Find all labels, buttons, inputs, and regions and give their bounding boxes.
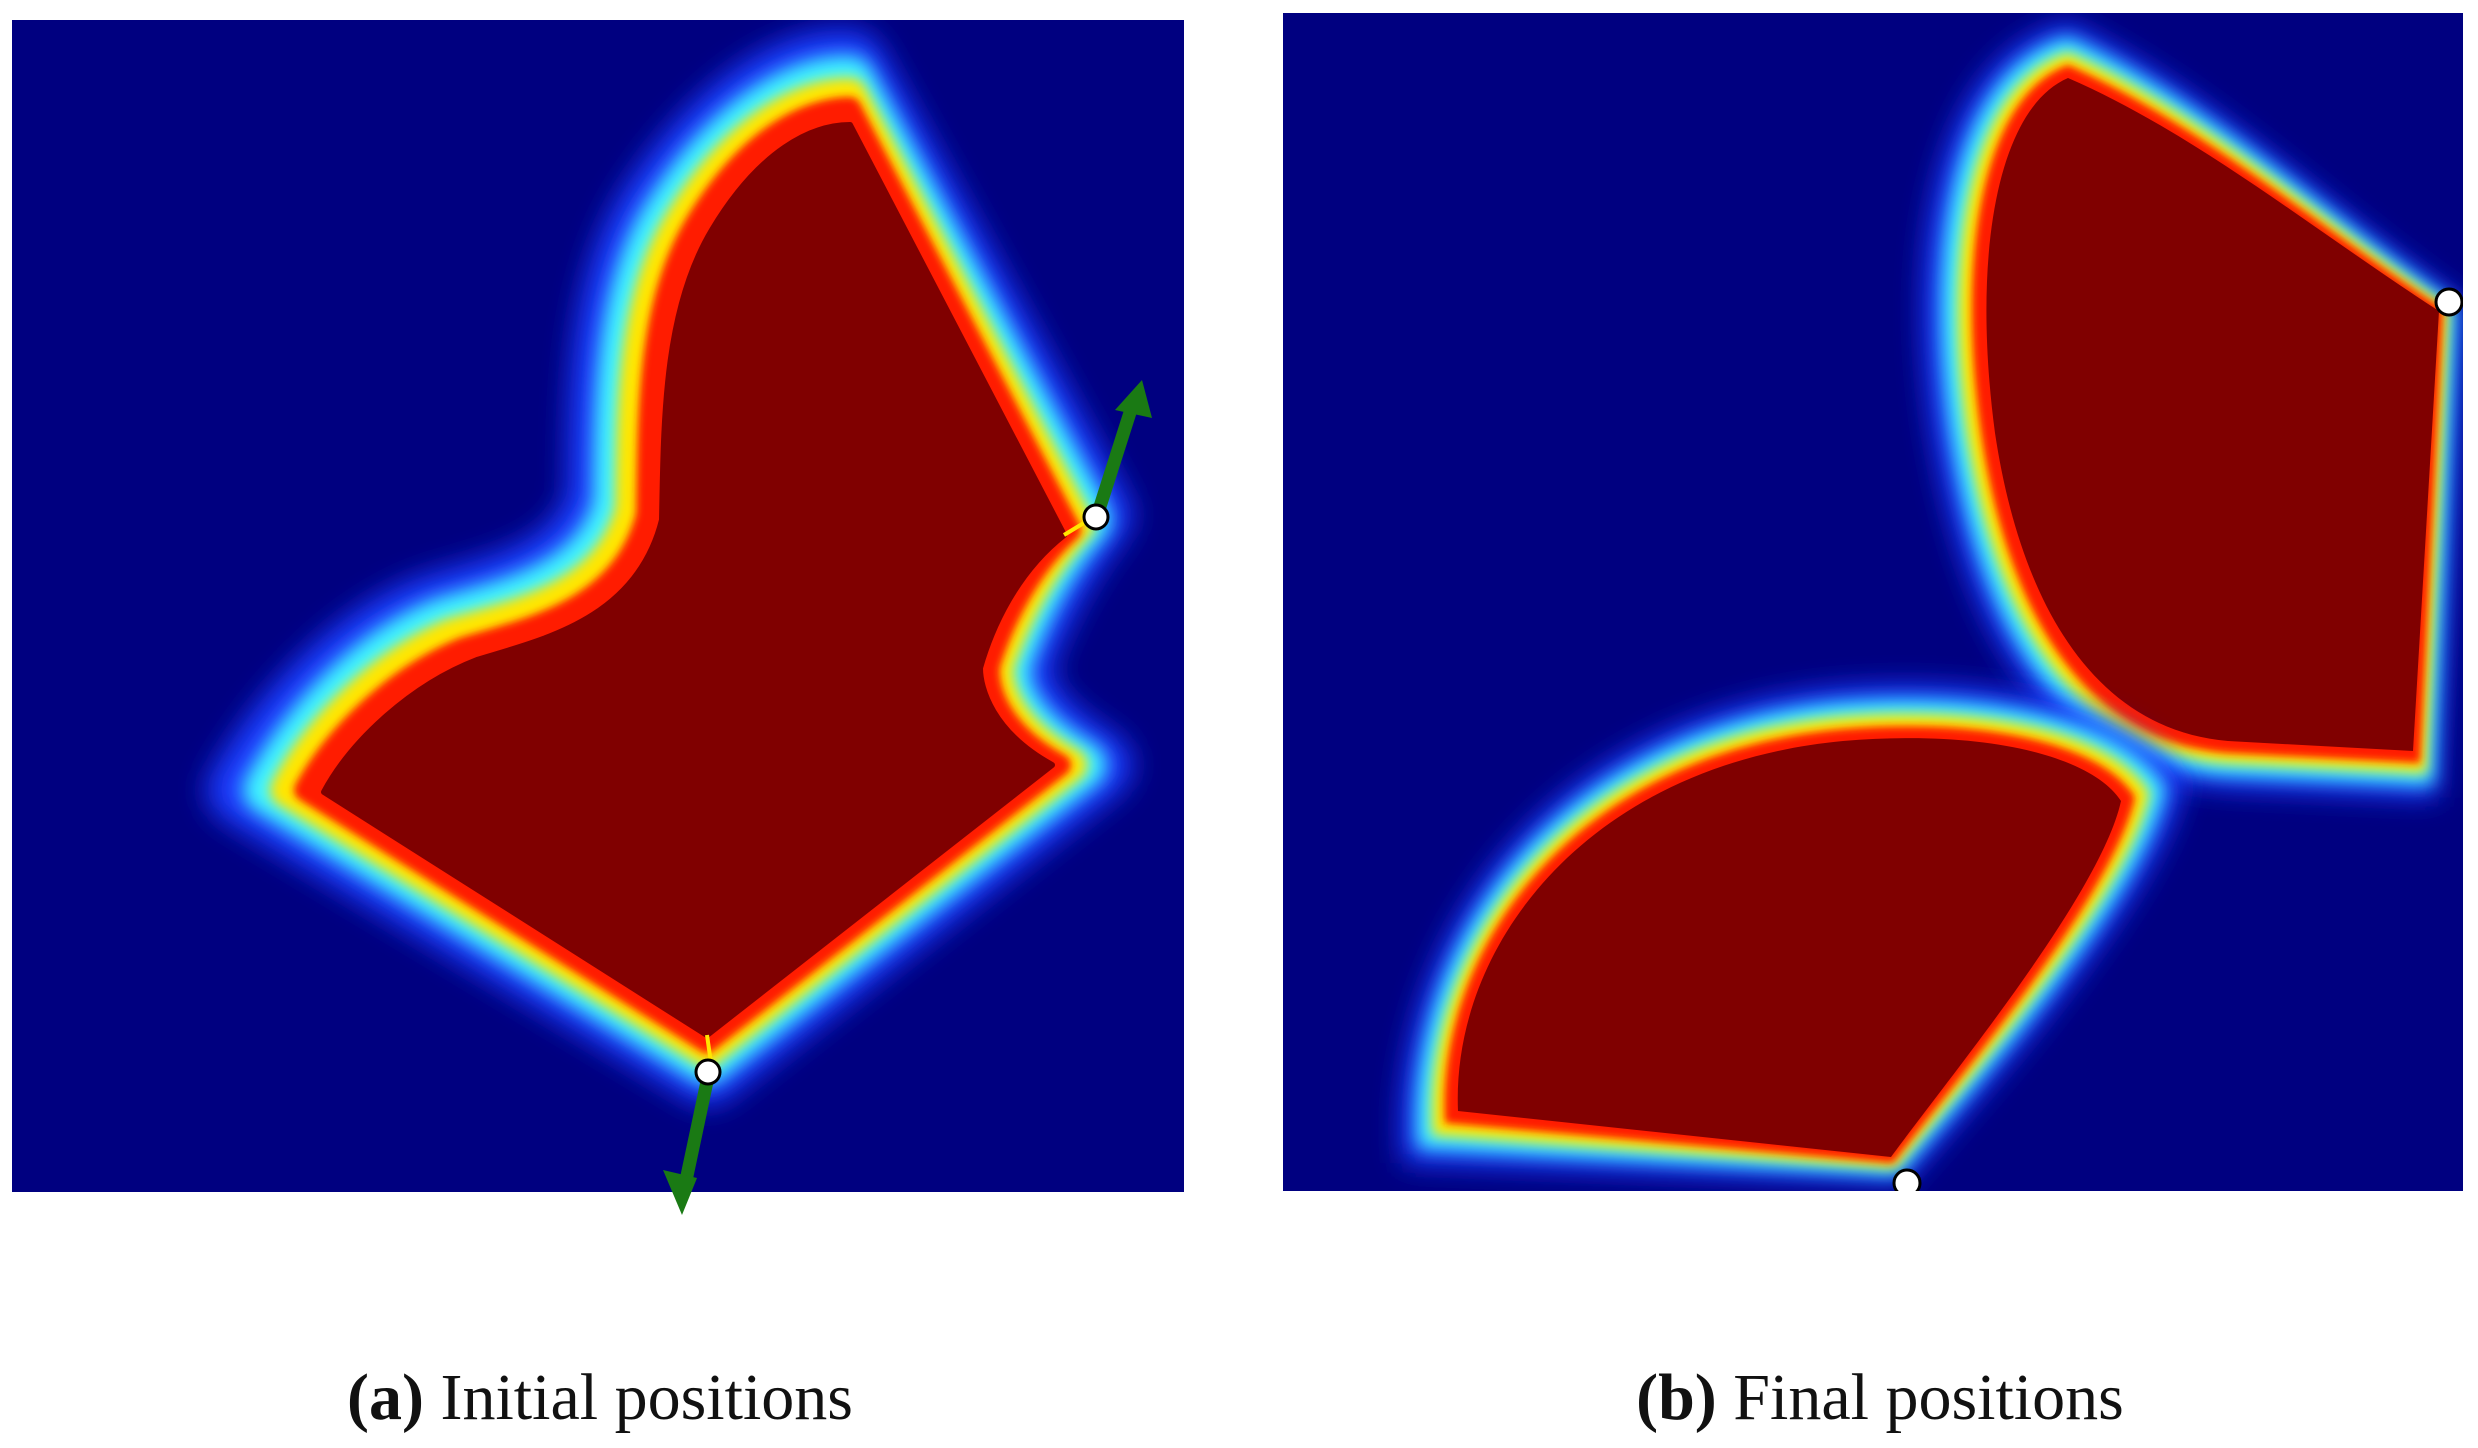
particle-marker xyxy=(694,1058,722,1086)
shape-b1-core xyxy=(1986,78,2439,751)
caption-a-text: Initial positions xyxy=(440,1361,853,1434)
panel-a-initial-positions xyxy=(12,20,1184,1192)
particle-marker xyxy=(2434,287,2463,317)
caption-b-letter: (b) xyxy=(1636,1361,1717,1434)
caption-b: (b) Final positions xyxy=(1530,1360,2230,1436)
caption-b-text: Final positions xyxy=(1733,1361,2124,1434)
shape-a-core xyxy=(321,122,1067,1038)
caption-a: (a) Initial positions xyxy=(250,1360,950,1436)
panel-b-final-positions xyxy=(1283,13,2463,1191)
panel-a-heatmap xyxy=(12,20,1184,1192)
arrowhead-icon xyxy=(663,1170,697,1215)
particle-marker xyxy=(1892,1168,1922,1191)
shape-b2-core xyxy=(1457,738,2121,1157)
caption-a-letter: (a) xyxy=(347,1361,424,1434)
panel-b-heatmap xyxy=(1283,13,2463,1191)
arrow-bottom-icon xyxy=(677,1065,716,1192)
arrow-top-right-icon xyxy=(1090,380,1152,523)
particle-marker xyxy=(1082,503,1110,531)
